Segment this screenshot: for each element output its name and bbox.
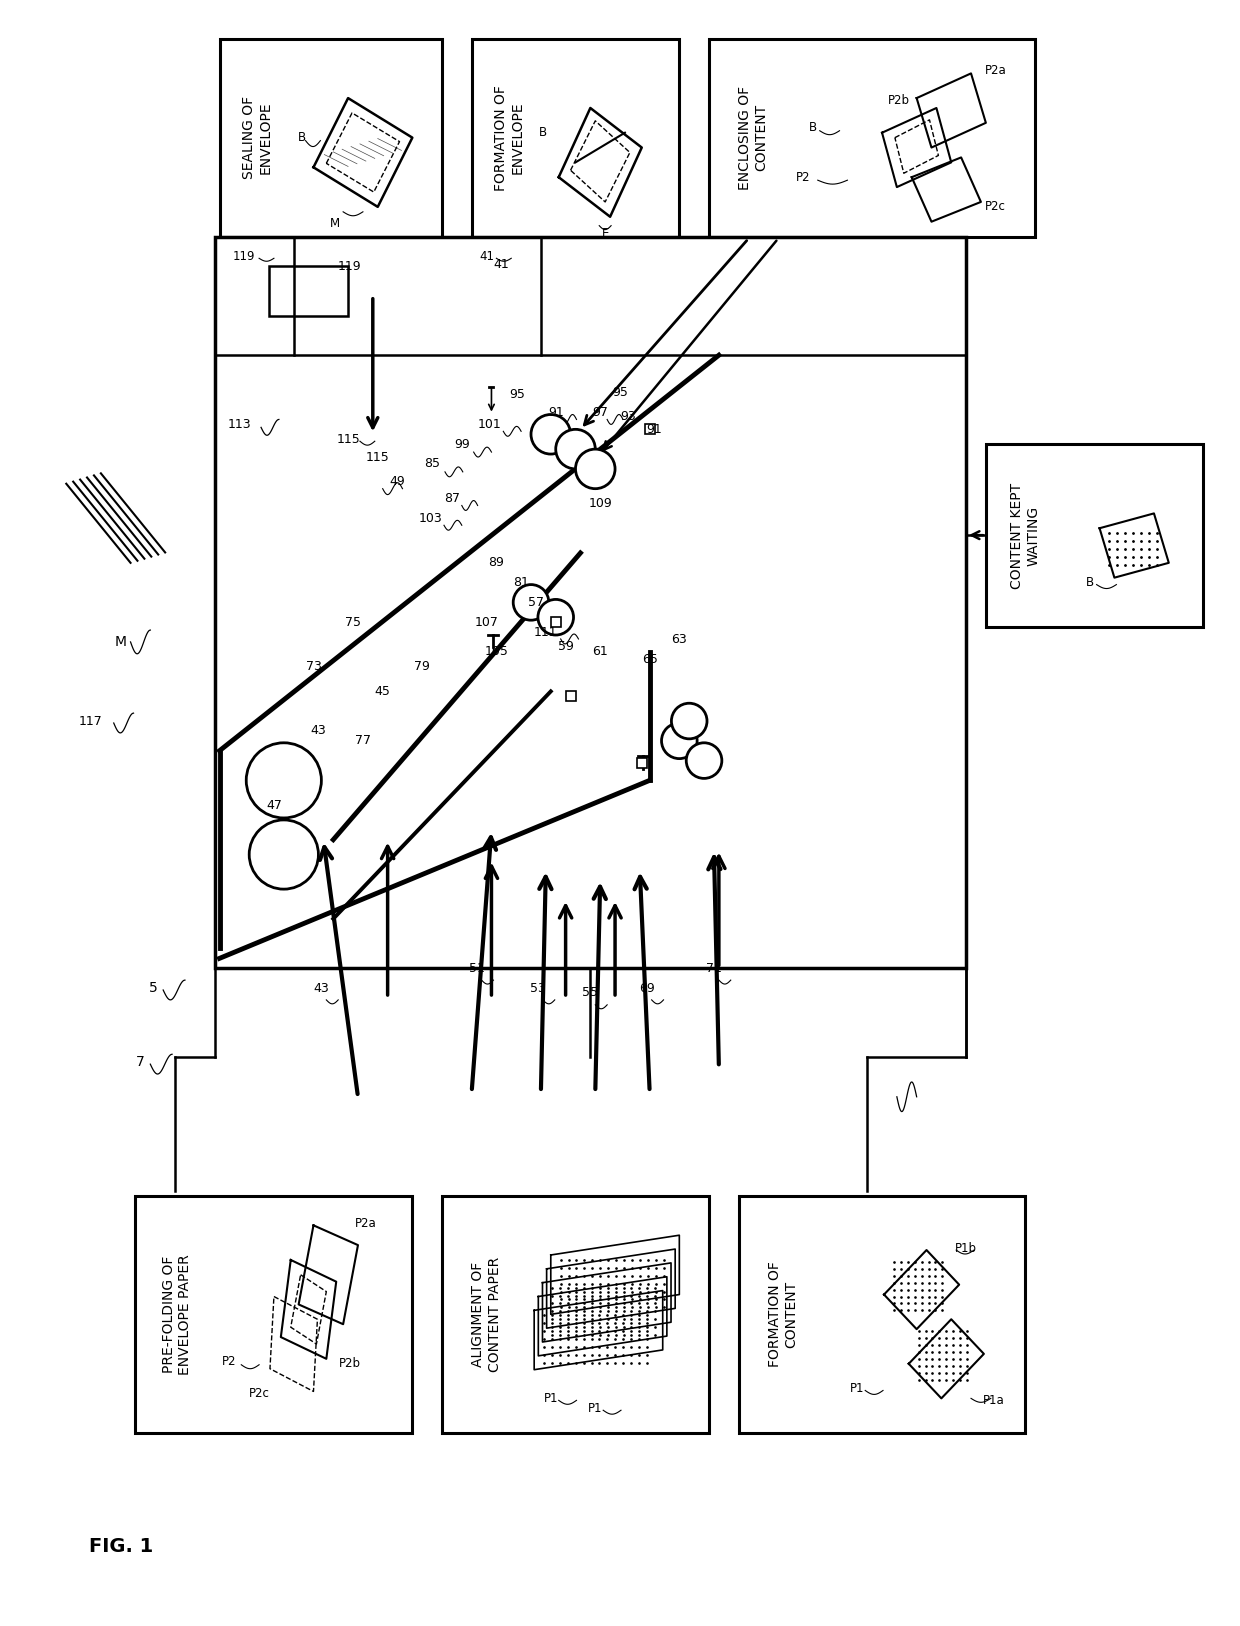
Text: P2a: P2a [355, 1216, 377, 1229]
Text: P2: P2 [222, 1356, 237, 1369]
Text: 69: 69 [639, 982, 655, 995]
Text: P2a: P2a [985, 63, 1007, 76]
Bar [551, 618, 560, 628]
Text: 95: 95 [613, 387, 627, 400]
Text: 57: 57 [528, 595, 544, 608]
Text: ENCLOSING OF
CONTENT: ENCLOSING OF CONTENT [738, 86, 769, 190]
Text: 85: 85 [424, 457, 440, 470]
Text: 119: 119 [233, 250, 255, 263]
Bar [565, 691, 575, 701]
Text: P1a: P1a [983, 1393, 1004, 1406]
Bar [709, 39, 1035, 236]
Text: FIG. 1: FIG. 1 [88, 1537, 153, 1556]
Text: 53: 53 [529, 982, 546, 995]
Text: P2b: P2b [339, 1358, 361, 1371]
Text: 115: 115 [336, 433, 360, 446]
Bar [471, 39, 680, 236]
Text: 59: 59 [558, 641, 574, 654]
Text: 89: 89 [489, 556, 505, 569]
Text: P2b: P2b [888, 94, 910, 107]
Text: 41: 41 [494, 257, 510, 270]
Text: 51: 51 [469, 961, 485, 974]
Text: 75: 75 [345, 616, 361, 629]
Text: 41: 41 [479, 250, 494, 263]
Text: 73: 73 [305, 660, 321, 673]
Bar [269, 267, 348, 315]
Text: 93: 93 [620, 410, 636, 423]
Text: 95: 95 [510, 389, 525, 402]
Text: P2: P2 [796, 171, 810, 184]
Text: 103: 103 [418, 512, 441, 525]
Bar [135, 1195, 413, 1433]
Bar [441, 1195, 709, 1433]
Text: 65: 65 [642, 654, 657, 667]
Text: 71: 71 [706, 961, 722, 974]
Text: 87: 87 [444, 493, 460, 506]
Text: 97: 97 [593, 406, 608, 420]
Text: ALIGNMENT OF
CONTENT PAPER: ALIGNMENT OF CONTENT PAPER [471, 1257, 502, 1372]
Bar [986, 444, 1203, 628]
Text: PRE-FOLDING OF
ENVELOPE PAPER: PRE-FOLDING OF ENVELOPE PAPER [162, 1254, 192, 1374]
Text: 111: 111 [534, 626, 558, 639]
Circle shape [531, 415, 570, 454]
Text: P1b: P1b [955, 1242, 977, 1255]
Text: 61: 61 [593, 646, 608, 659]
Text: 5: 5 [149, 980, 157, 995]
Text: 91: 91 [647, 423, 662, 436]
Text: 119: 119 [337, 260, 361, 273]
Bar [645, 424, 655, 434]
Text: 47: 47 [267, 798, 281, 811]
Circle shape [513, 585, 549, 620]
Text: 107: 107 [475, 616, 498, 629]
Circle shape [661, 724, 697, 759]
Text: 91: 91 [548, 406, 564, 420]
Text: SEALING OF
ENVELOPE: SEALING OF ENVELOPE [242, 96, 273, 179]
Text: 117: 117 [79, 714, 103, 727]
Text: 79: 79 [414, 660, 430, 673]
Text: P2c: P2c [986, 200, 1006, 213]
Text: 43: 43 [310, 725, 326, 738]
Text: 109: 109 [588, 498, 613, 511]
Text: 105: 105 [485, 646, 508, 659]
Text: 49: 49 [389, 475, 405, 488]
Text: 55: 55 [583, 987, 599, 1000]
Text: 45: 45 [374, 685, 391, 698]
Circle shape [575, 449, 615, 489]
Text: P2c: P2c [249, 1387, 269, 1400]
Text: P1: P1 [851, 1382, 864, 1395]
Bar [739, 1195, 1025, 1433]
Text: P1: P1 [543, 1392, 558, 1405]
Text: CONTENT KEPT
WAITING: CONTENT KEPT WAITING [1011, 483, 1040, 589]
Text: 77: 77 [355, 735, 371, 748]
Text: 7: 7 [136, 1055, 145, 1070]
Text: P1: P1 [588, 1402, 603, 1415]
Text: M: M [114, 634, 126, 649]
Text: FORMATION OF
ENVELOPE: FORMATION OF ENVELOPE [495, 85, 525, 190]
Circle shape [538, 600, 574, 636]
Text: 43: 43 [314, 982, 330, 995]
Bar [637, 758, 647, 767]
Text: B: B [808, 122, 817, 135]
Text: B: B [1085, 576, 1094, 589]
Text: 99: 99 [454, 437, 470, 450]
Text: 63: 63 [671, 634, 687, 647]
Bar [219, 39, 441, 236]
Text: 101: 101 [477, 418, 501, 431]
Circle shape [249, 820, 319, 889]
Circle shape [686, 743, 722, 779]
Text: 113: 113 [227, 418, 252, 431]
Text: B: B [298, 132, 306, 145]
Text: E: E [601, 228, 609, 241]
Circle shape [556, 429, 595, 468]
Circle shape [671, 702, 707, 738]
Circle shape [247, 743, 321, 818]
Text: M: M [330, 218, 340, 231]
Text: B: B [539, 127, 547, 140]
Text: FORMATION OF
CONTENT: FORMATION OF CONTENT [768, 1262, 799, 1367]
Text: 115: 115 [366, 450, 389, 463]
Text: 81: 81 [513, 576, 529, 589]
Bar [215, 236, 966, 967]
